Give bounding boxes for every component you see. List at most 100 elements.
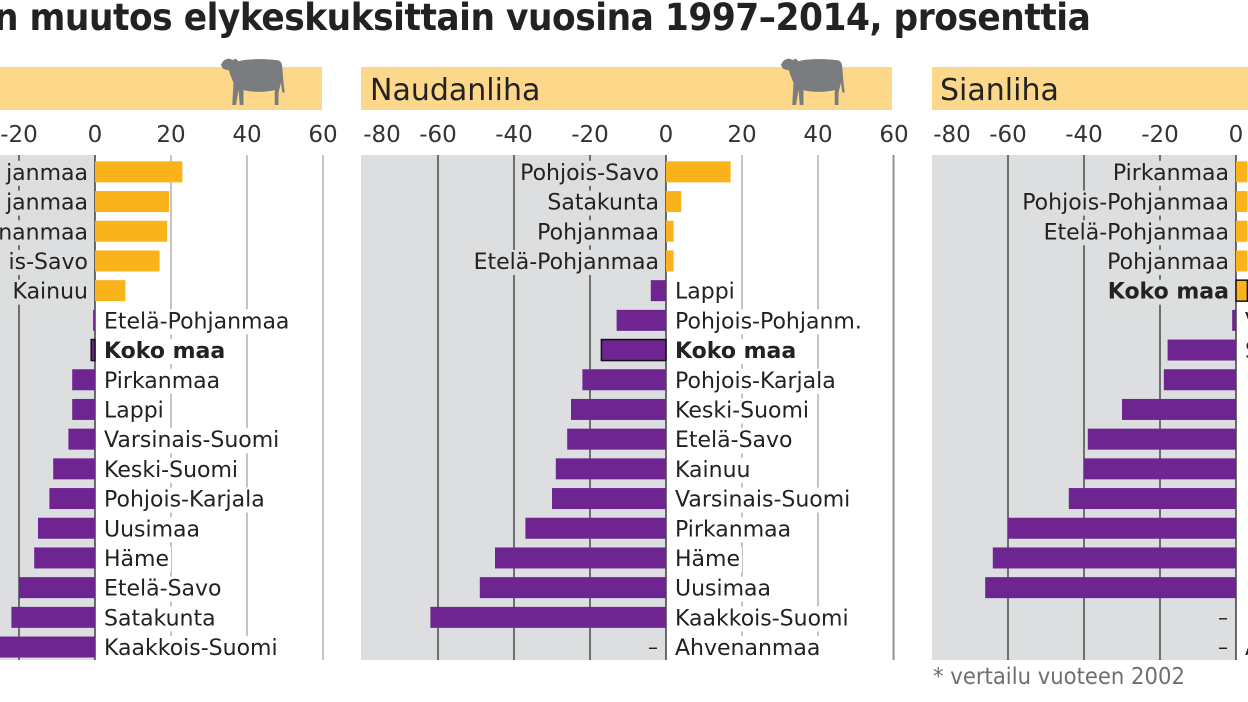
missing-value-marker: – xyxy=(1218,635,1228,659)
label-backdrop xyxy=(673,279,737,305)
bar xyxy=(1122,398,1236,420)
bar xyxy=(600,338,667,362)
category-label: Pohjois-Karjala xyxy=(104,488,265,513)
label-backdrop xyxy=(102,339,228,365)
bull-icon xyxy=(781,58,845,105)
label-backdrop xyxy=(673,546,742,572)
category-label: S xyxy=(1245,339,1248,364)
label-backdrop xyxy=(673,517,794,543)
bar xyxy=(985,577,1236,599)
label-backdrop xyxy=(1243,309,1248,335)
category-label: Kaakkois-Suomi xyxy=(104,636,278,661)
chart-panel-2: Naudanliha -80 -60 -40 -20 0 20 40 60 Pohjois-Sav… xyxy=(361,58,909,662)
chart-title: n muutos elykeskuksittain vuosina 1997–2… xyxy=(0,0,1091,39)
bar xyxy=(1236,191,1248,213)
label-backdrop xyxy=(102,428,282,454)
x-tick-label: 0 xyxy=(88,122,103,148)
category-label: Kaakkois-Suomi xyxy=(675,606,849,631)
x-tick-label: 20 xyxy=(727,122,756,148)
category-label: janmaa xyxy=(5,161,88,186)
label-backdrop xyxy=(1041,220,1230,246)
bar xyxy=(666,220,674,242)
category-label: Satakunta xyxy=(104,606,216,631)
category-label: Kainuu xyxy=(675,458,750,483)
bar xyxy=(616,309,666,331)
category-label: Pohjois-Pohjanmaa xyxy=(1022,191,1229,216)
bar xyxy=(1232,309,1236,331)
bar xyxy=(95,161,183,183)
x-tick-label: -40 xyxy=(1065,122,1103,148)
missing-value-marker: – xyxy=(648,635,658,659)
category-label: Varsinais-Suomi xyxy=(675,488,850,513)
bar xyxy=(666,161,731,183)
bar xyxy=(567,428,666,450)
category-label: Pohjanmaa xyxy=(1107,250,1229,275)
bar xyxy=(571,398,666,420)
label-backdrop xyxy=(518,160,660,186)
label-backdrop xyxy=(673,576,774,602)
label-backdrop xyxy=(10,279,89,305)
footnote: * vertailu vuoteen 2002 xyxy=(933,664,1185,690)
label-backdrop xyxy=(1105,249,1230,275)
category-label: Satakunta xyxy=(547,191,659,216)
category-label: Etelä-Savo xyxy=(675,428,793,453)
cow-icon xyxy=(221,58,285,105)
bar xyxy=(93,309,96,331)
label-backdrop xyxy=(673,309,864,335)
missing-value-marker: – xyxy=(1218,605,1228,629)
x-tick-label: -80 xyxy=(933,122,971,148)
bar xyxy=(38,517,95,539)
bar xyxy=(582,369,666,391)
category-label: Etelä-Pohjanmaa xyxy=(104,309,289,334)
label-backdrop xyxy=(545,190,660,216)
category-label: Keski-Suomi xyxy=(104,458,238,483)
bar xyxy=(666,250,674,272)
bar xyxy=(525,517,666,539)
category-label: Pohjanmaa xyxy=(537,220,659,245)
category-label: Pirkanmaa xyxy=(104,369,220,394)
bar xyxy=(72,398,95,420)
bar xyxy=(430,606,666,628)
category-label: Häme xyxy=(104,547,169,572)
category-label: Pirkanmaa xyxy=(1113,161,1229,186)
bar xyxy=(68,428,95,450)
bar xyxy=(495,547,666,569)
x-tick-label: -20 xyxy=(0,122,38,148)
label-backdrop xyxy=(673,487,853,513)
bar xyxy=(95,250,160,272)
category-label: Lappi xyxy=(104,398,164,423)
x-tick-label: 40 xyxy=(232,122,261,148)
bar xyxy=(1167,339,1236,361)
category-label: Pohjois-Pohjanm. xyxy=(675,309,862,334)
label-backdrop xyxy=(673,457,753,483)
bar xyxy=(555,458,666,480)
x-tick-label: 20 xyxy=(156,122,185,148)
x-tick-label: -40 xyxy=(495,122,533,148)
bar xyxy=(1236,220,1248,242)
category-label: Uusimaa xyxy=(104,517,200,542)
category-label: Keski-Suomi xyxy=(675,398,809,423)
bar xyxy=(650,280,666,302)
bar xyxy=(11,606,95,628)
bar xyxy=(0,636,96,658)
category-label: Häme xyxy=(675,547,740,572)
label-backdrop xyxy=(1105,279,1230,305)
label-backdrop xyxy=(3,160,89,186)
label-backdrop xyxy=(102,457,241,483)
bar xyxy=(1163,369,1236,391)
label-backdrop xyxy=(471,249,660,275)
chart-panel-1: -20 0 20 40 60 janmaa janmaa nanmaa is-Savo Kainu… xyxy=(0,58,338,662)
category-label: Uusimaa xyxy=(675,577,771,602)
category-label: Varsinais-Suomi xyxy=(104,428,279,453)
bar xyxy=(1087,428,1236,450)
label-backdrop xyxy=(1243,636,1248,662)
label-backdrop xyxy=(102,636,280,662)
label-backdrop xyxy=(1243,339,1248,365)
label-backdrop xyxy=(673,606,851,632)
bar xyxy=(479,577,666,599)
label-backdrop xyxy=(102,606,218,632)
label-backdrop xyxy=(102,517,203,543)
bar xyxy=(1068,488,1236,510)
category-label: Etelä-Pohjanmaa xyxy=(474,250,659,275)
